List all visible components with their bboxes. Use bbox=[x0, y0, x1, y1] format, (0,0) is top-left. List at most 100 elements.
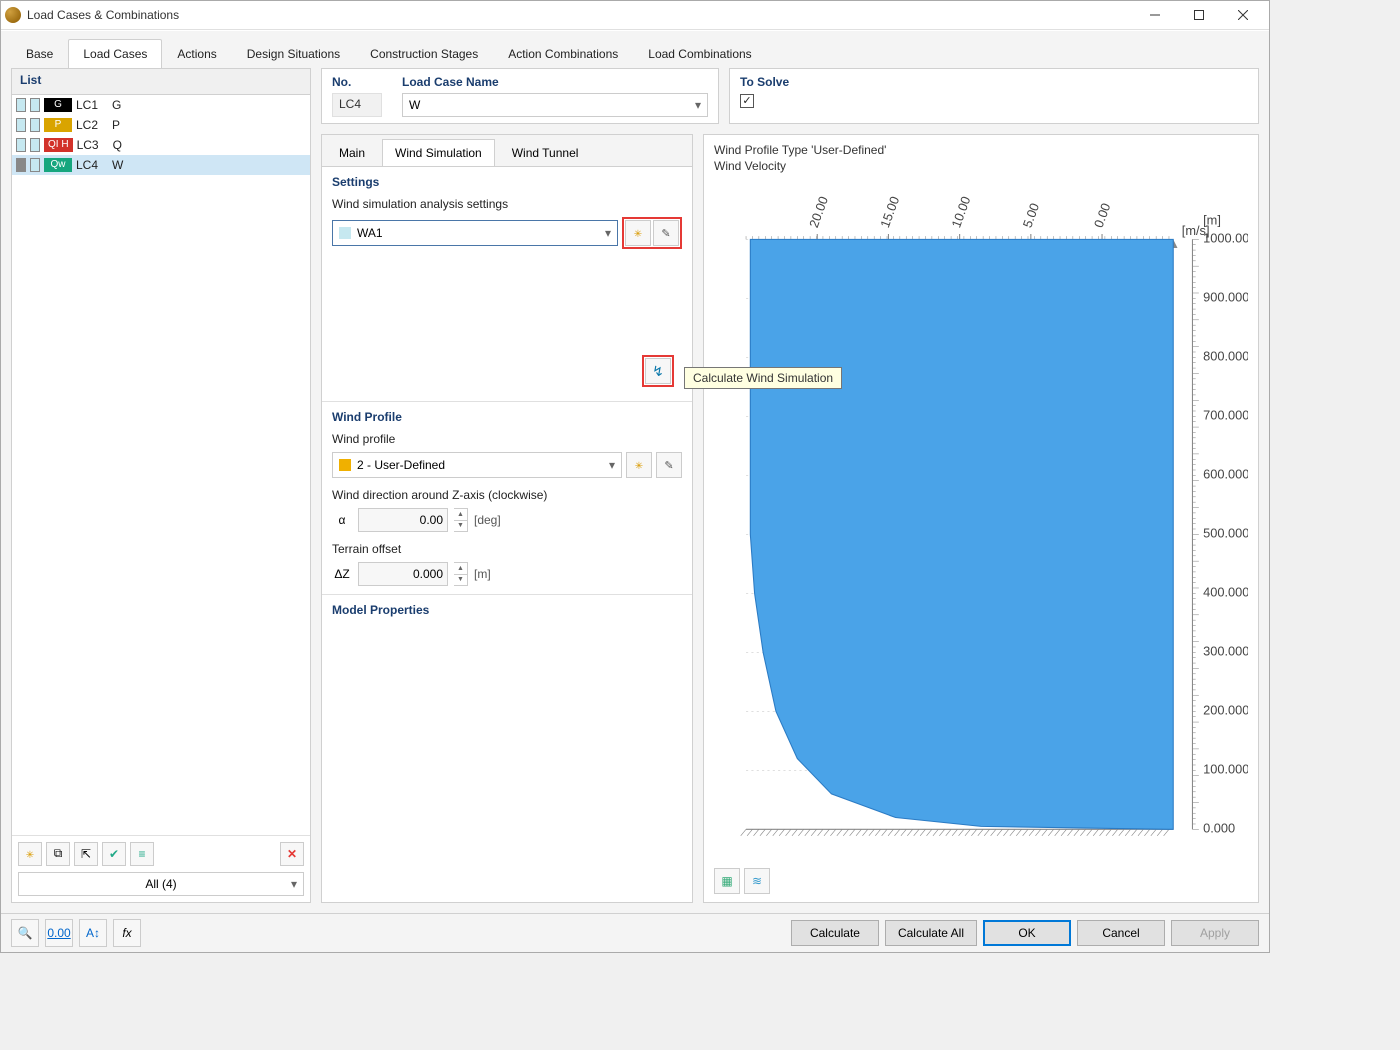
alpha-spinner[interactable]: ▲▼ bbox=[454, 508, 468, 532]
lc-name: P bbox=[112, 118, 120, 132]
sub-tab-wind-tunnel[interactable]: Wind Tunnel bbox=[499, 139, 592, 166]
sub-tab-wind-simulation[interactable]: Wind Simulation bbox=[382, 139, 495, 166]
load-case-row[interactable]: P LC2 P bbox=[12, 115, 310, 135]
sub-tab-main[interactable]: Main bbox=[326, 139, 378, 166]
delete-lc-button[interactable]: ✕ bbox=[280, 842, 304, 866]
lc-name: G bbox=[112, 98, 121, 112]
new-icon bbox=[634, 226, 642, 240]
lc-name-value: W bbox=[409, 98, 420, 112]
load-case-row[interactable]: QI HLC3Q bbox=[12, 135, 310, 155]
terrain-offset-label: Terrain offset bbox=[332, 542, 682, 556]
wa-new-button[interactable] bbox=[625, 220, 651, 246]
edit-icon bbox=[661, 226, 670, 240]
lc-swatch-2 bbox=[30, 118, 40, 132]
header-right-panel: To Solve bbox=[729, 68, 1259, 124]
lc-swatch-1 bbox=[16, 118, 26, 132]
dz-input[interactable] bbox=[358, 562, 448, 586]
tab-construction-stages[interactable]: Construction Stages bbox=[355, 39, 493, 68]
calc-wind-sim-button[interactable] bbox=[645, 358, 671, 384]
calculate-button[interactable]: Calculate bbox=[791, 920, 879, 946]
chart-area: 20.0015.0010.005.000.00[m/s]1000.000900.… bbox=[714, 175, 1248, 862]
check-lc-button[interactable]: ✔ bbox=[102, 842, 126, 866]
no-value: LC4 bbox=[332, 93, 382, 117]
settings-title: Settings bbox=[332, 175, 682, 189]
chart-btn-1[interactable]: ▦ bbox=[714, 868, 740, 894]
wa-swatch bbox=[339, 227, 351, 239]
fx-button[interactable]: fx bbox=[113, 919, 141, 947]
list-footer: ⧉ ⇱ ✔ ≡ ✕ All (4) ▾ bbox=[12, 835, 310, 902]
to-solve-checkbox[interactable] bbox=[740, 94, 754, 108]
wa-combo[interactable]: WA1 ▾ bbox=[332, 220, 618, 246]
tab-actions[interactable]: Actions bbox=[162, 39, 231, 68]
window: Load Cases & Combinations BaseLoad Cases… bbox=[0, 0, 1270, 953]
ok-button[interactable]: OK bbox=[983, 920, 1071, 946]
chevron-down-icon: ▾ bbox=[609, 458, 615, 472]
svg-text:[m]: [m] bbox=[1203, 212, 1221, 227]
lc-name: W bbox=[112, 158, 123, 172]
cancel-button[interactable]: Cancel bbox=[1077, 920, 1165, 946]
settings-panel: MainWind SimulationWind Tunnel Settings … bbox=[321, 134, 693, 903]
close-button[interactable] bbox=[1221, 1, 1265, 29]
copy-lc-button[interactable]: ⧉ bbox=[46, 842, 70, 866]
tab-base[interactable]: Base bbox=[11, 39, 68, 68]
svg-text:800.000: 800.000 bbox=[1203, 349, 1248, 364]
units-button[interactable]: 0.00 bbox=[45, 919, 73, 947]
calculate-all-button[interactable]: Calculate All bbox=[885, 920, 977, 946]
wp-combo[interactable]: 2 - User-Defined ▾ bbox=[332, 452, 622, 478]
app-icon bbox=[5, 7, 21, 23]
right-column: No. LC4 Load Case Name W ▾ To Solve bbox=[321, 68, 1259, 903]
new-icon bbox=[26, 847, 34, 861]
tab-design-situations[interactable]: Design Situations bbox=[232, 39, 355, 68]
settings-section: Settings Wind simulation analysis settin… bbox=[322, 167, 692, 402]
new-icon bbox=[635, 458, 643, 472]
lc-swatch-1 bbox=[16, 138, 26, 152]
insert-lc-button[interactable]: ⇱ bbox=[74, 842, 98, 866]
chart-btn-2[interactable]: ≋ bbox=[744, 868, 770, 894]
dz-symbol: ΔZ bbox=[332, 567, 352, 581]
list-panel: List GLC1G P LC2 P QI HLC3QQwLC4W ⧉ ⇱ ✔ ≡ ✕ … bbox=[11, 68, 311, 903]
lc-id: LC3 bbox=[77, 138, 109, 152]
lc-name-combo[interactable]: W ▾ bbox=[402, 93, 708, 117]
dz-spinner[interactable]: ▲▼ bbox=[454, 562, 468, 586]
model-props-section: Model Properties bbox=[322, 595, 692, 902]
lc-swatch-2 bbox=[30, 98, 40, 112]
font-button[interactable]: A↕ bbox=[79, 919, 107, 947]
tab-load-combinations[interactable]: Load Combinations bbox=[633, 39, 766, 68]
wind-profile-section: Wind Profile Wind profile 2 - User-Defin… bbox=[322, 402, 692, 595]
apply-button[interactable]: Apply bbox=[1171, 920, 1259, 946]
wp-value: 2 - User-Defined bbox=[357, 458, 445, 472]
minimize-button[interactable] bbox=[1133, 1, 1177, 29]
load-case-row[interactable]: GLC1G bbox=[12, 95, 310, 115]
titlebar: Load Cases & Combinations bbox=[1, 1, 1269, 30]
filter-combo[interactable]: All (4) ▾ bbox=[18, 872, 304, 896]
svg-text:700.000: 700.000 bbox=[1203, 408, 1248, 423]
list-header: List bbox=[12, 69, 310, 95]
alpha-input[interactable] bbox=[358, 508, 448, 532]
wp-edit-button[interactable] bbox=[656, 452, 682, 478]
wp-new-button[interactable] bbox=[626, 452, 652, 478]
new-lc-button[interactable] bbox=[18, 842, 42, 866]
chart-title-1: Wind Profile Type 'User-Defined' bbox=[714, 143, 1248, 157]
lc-id: LC2 bbox=[76, 118, 108, 132]
help-button[interactable]: 🔍 bbox=[11, 919, 39, 947]
edit-icon bbox=[664, 458, 673, 472]
tab-action-combinations[interactable]: Action Combinations bbox=[493, 39, 633, 68]
lc-badge: G bbox=[44, 98, 72, 112]
renumber-lc-button[interactable]: ≡ bbox=[130, 842, 154, 866]
wa-edit-button[interactable] bbox=[653, 220, 679, 246]
wp-swatch bbox=[339, 459, 351, 471]
bottom-bar: 🔍 0.00 A↕ fx Calculate Calculate All OK … bbox=[1, 913, 1269, 952]
dz-unit: [m] bbox=[474, 567, 491, 581]
no-label: No. bbox=[332, 75, 382, 89]
lc-swatch-2 bbox=[30, 158, 40, 172]
maximize-button[interactable] bbox=[1177, 1, 1221, 29]
to-solve-label: To Solve bbox=[740, 75, 1248, 89]
calc-tooltip: Calculate Wind Simulation bbox=[684, 367, 842, 389]
load-case-row[interactable]: QwLC4W bbox=[12, 155, 310, 175]
wind-icon bbox=[652, 363, 664, 380]
wa-label: Wind simulation analysis settings bbox=[332, 197, 682, 211]
tab-load-cases[interactable]: Load Cases bbox=[68, 39, 162, 68]
lc-badge: P bbox=[44, 118, 72, 132]
svg-text:600.000: 600.000 bbox=[1203, 467, 1248, 482]
load-case-list: GLC1G P LC2 P QI HLC3QQwLC4W bbox=[12, 95, 310, 835]
